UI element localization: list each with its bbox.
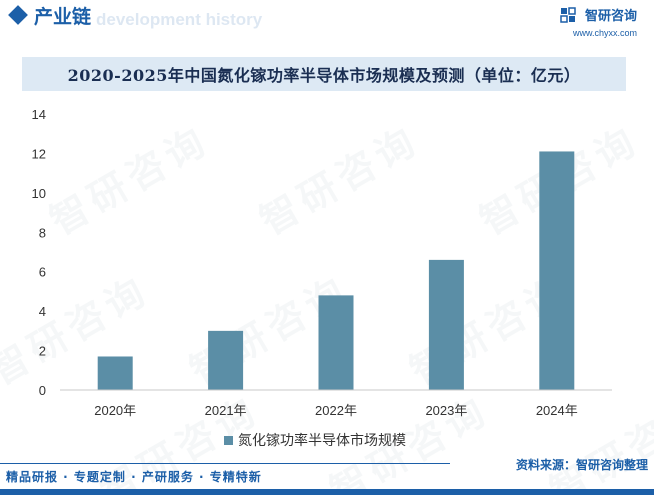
bar[interactable] — [539, 151, 575, 390]
diamond-icon — [8, 5, 28, 25]
y-tick-label: 6 — [39, 265, 46, 280]
section-subtitle: development history — [96, 10, 263, 29]
bar[interactable] — [208, 330, 244, 390]
x-axis-ticks: 2020年 2021年 2022年 2023年 2024年 — [94, 403, 578, 418]
legend-label: 氮化镓功率半导体市场规模 — [238, 432, 406, 448]
footer-bar — [0, 489, 654, 495]
y-tick-label: 2 — [39, 344, 46, 359]
section-title: 产业链 — [34, 6, 92, 28]
chart-title: 2020-2025年中国氮化镓功率半导体市场规模及预测（单位：亿元） — [67, 66, 581, 85]
y-tick-label: 10 — [32, 186, 46, 201]
y-tick-label: 8 — [39, 225, 46, 240]
bar[interactable] — [428, 259, 464, 390]
brand-url[interactable]: www.chyxx.com — [572, 28, 637, 38]
brand-logo-icon — [560, 6, 576, 23]
brand-name: 智研咨询 — [584, 9, 637, 24]
brand[interactable]: 智研咨询 www.chyxx.com — [560, 4, 637, 38]
x-tick-label: 2020年 — [94, 403, 136, 418]
data-source: 资料来源：智研咨询整理 — [515, 458, 648, 472]
x-tick-label: 2024年 — [536, 403, 578, 418]
footer-divider — [0, 463, 450, 464]
y-tick-label: 14 — [32, 107, 46, 122]
x-tick-label: 2022年 — [315, 403, 357, 418]
bar[interactable] — [97, 356, 133, 390]
page-header: 产业链 development history 智研咨询 www.chyxx.c… — [0, 0, 654, 40]
y-axis-ticks: 0 2 4 6 8 10 12 14 — [32, 107, 46, 398]
bar-series — [97, 151, 575, 390]
x-tick-label: 2023年 — [425, 403, 467, 418]
y-tick-label: 12 — [32, 146, 46, 161]
footer-slogan: 精品研报 · 专题定制 · 产研服务 · 专精特新 — [6, 470, 262, 484]
bar[interactable] — [318, 295, 354, 390]
legend: 氮化镓功率半导体市场规模 — [224, 432, 406, 448]
y-tick-label: 4 — [39, 304, 46, 319]
x-tick-label: 2021年 — [205, 403, 247, 418]
legend-swatch — [224, 436, 233, 445]
y-tick-label: 0 — [39, 383, 46, 398]
chart-title-banner: 2020-2025年中国氮化镓功率半导体市场规模及预测（单位：亿元） — [22, 57, 626, 91]
